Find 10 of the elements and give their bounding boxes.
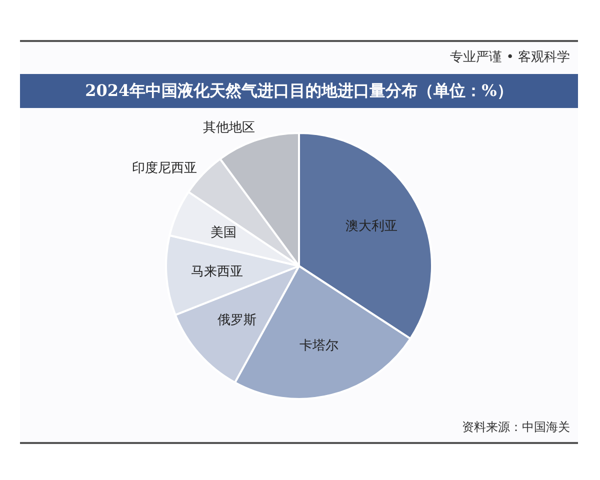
- slice-label: 马来西亚: [190, 264, 243, 280]
- text: 专业严谨 • 客观科学: [450, 49, 570, 66]
- slice-label: 其他地区: [203, 120, 256, 136]
- slice-label: 印度尼西亚: [132, 160, 198, 176]
- text: 资料来源：中国海关: [462, 419, 570, 436]
- slice-label: 美国: [210, 224, 236, 240]
- chart-title: 2024年中国液化天然气进口目的地进口量分布（单位：%）: [20, 74, 578, 108]
- slice-label: 卡塔尔: [300, 338, 339, 354]
- slice-label: 澳大利亚: [346, 219, 398, 234]
- slice-label: 俄罗斯: [218, 312, 257, 328]
